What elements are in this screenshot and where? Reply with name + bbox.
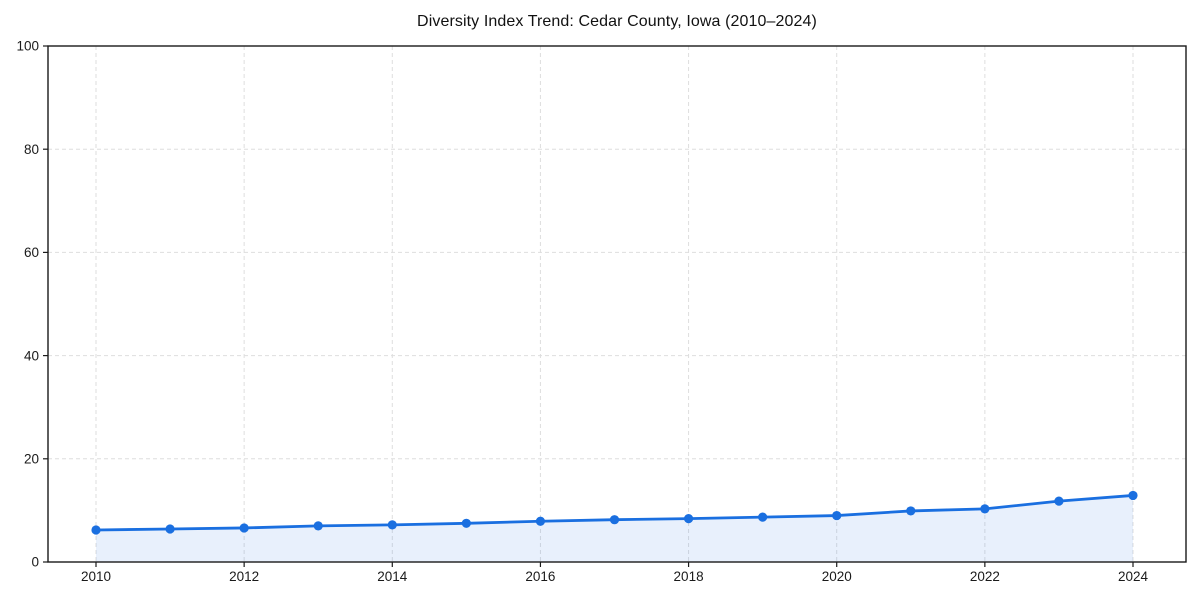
- y-tick-label: 40: [24, 348, 39, 363]
- y-tick-label: 80: [24, 142, 39, 157]
- data-point-marker: [165, 524, 175, 534]
- data-point-marker: [1054, 496, 1064, 506]
- y-tick-label: 0: [31, 555, 39, 570]
- x-tick-label: 2010: [81, 569, 111, 584]
- axis-spines: [47, 45, 1187, 563]
- x-tick-label: 2018: [674, 569, 704, 584]
- y-tick-label: 100: [16, 39, 39, 54]
- data-point-marker: [461, 518, 471, 528]
- area-fill: [96, 495, 1133, 562]
- x-tick-label: 2024: [1118, 569, 1149, 584]
- data-point-marker: [535, 516, 546, 526]
- chart-title: Diversity Index Trend: Cedar County, Iow…: [417, 13, 817, 30]
- y-tick-label: 60: [24, 245, 39, 260]
- x-tick-label: 2020: [822, 569, 852, 584]
- x-tick-label: 2022: [970, 569, 1000, 584]
- x-tick-label: 2014: [377, 569, 408, 584]
- data-point-marker: [980, 504, 990, 514]
- x-tick-label: 2012: [229, 569, 259, 584]
- data-point-marker: [906, 506, 916, 516]
- data-point-marker: [758, 512, 768, 522]
- data-point-marker: [387, 520, 397, 530]
- x-tick-label: 2016: [525, 569, 555, 584]
- data-point-marker: [1128, 490, 1138, 501]
- y-tick-label: 20: [24, 452, 39, 467]
- data-point-marker: [683, 514, 694, 524]
- data-point-marker: [91, 525, 101, 535]
- data-point-marker: [239, 523, 249, 533]
- data-point-marker: [313, 521, 323, 531]
- data-point-marker: [609, 515, 620, 525]
- data-point-marker: [832, 510, 842, 521]
